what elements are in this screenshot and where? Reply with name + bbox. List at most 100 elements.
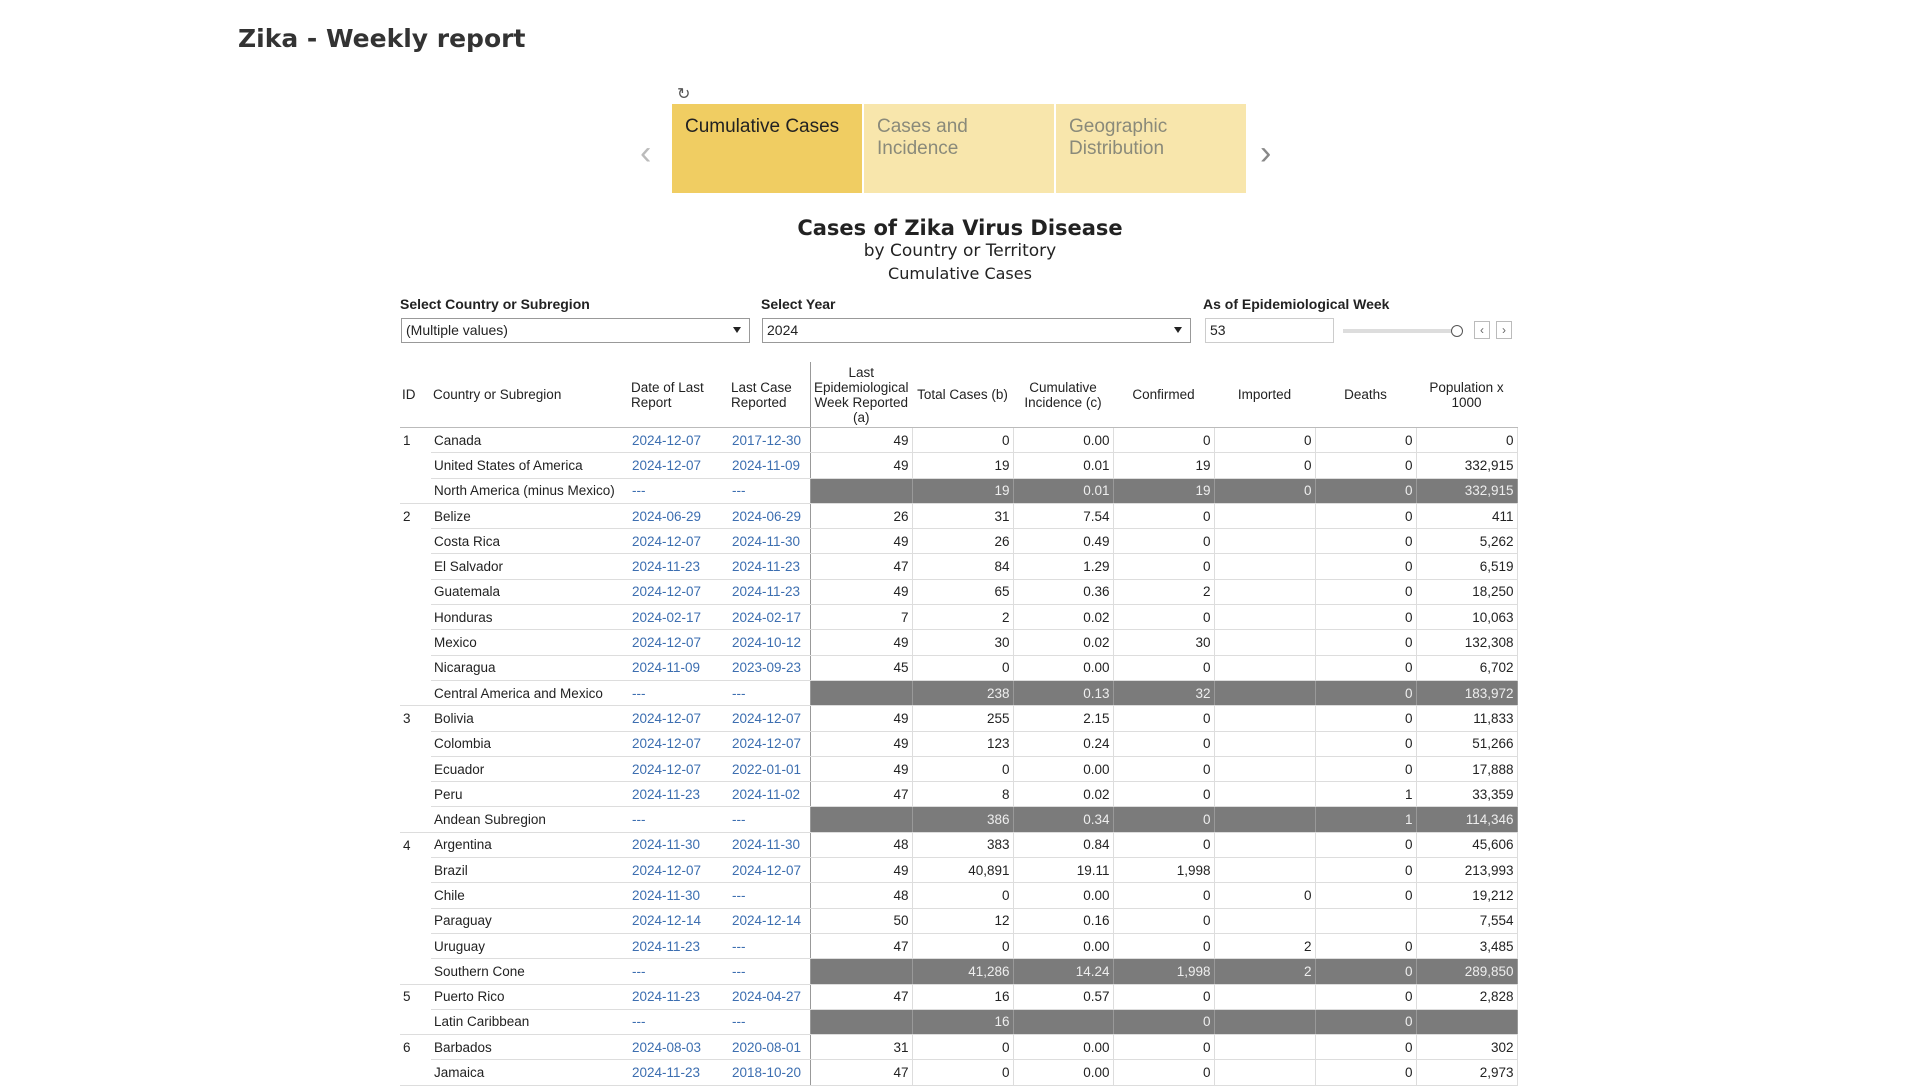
date-link[interactable]: 2024-12-07	[629, 756, 729, 783]
date-link[interactable]: ---	[729, 882, 810, 909]
date-link[interactable]: 2024-11-30	[729, 528, 810, 555]
date-link[interactable]: ---	[629, 806, 729, 833]
table-cell: 45,606	[1416, 832, 1518, 859]
date-link[interactable]: 2024-11-02	[729, 781, 810, 808]
column-header: Population x 1000	[1416, 362, 1517, 428]
date-link[interactable]: 2024-12-07	[729, 731, 810, 757]
date-link[interactable]: 2018-10-20	[729, 1059, 810, 1086]
date-link[interactable]: 2024-11-23	[629, 781, 729, 808]
table-row: Colombia 2024-12-07 2024-12-07 49 123 0.24 0 0 5…	[400, 731, 1518, 757]
date-link[interactable]: ---	[729, 958, 810, 985]
date-link[interactable]: 2024-12-07	[629, 528, 729, 555]
date-link[interactable]: 2024-10-12	[729, 629, 810, 656]
date-link[interactable]: 2024-12-07	[629, 579, 729, 606]
date-link[interactable]: 2024-06-29	[729, 503, 810, 530]
table-cell: 26	[912, 528, 1014, 555]
tab[interactable]: Cases and Incidence	[864, 104, 1054, 193]
table-cell: 2.15	[1013, 705, 1114, 732]
filter-label: Select Country or Subregion	[400, 296, 590, 312]
date-link[interactable]: ---	[629, 478, 729, 504]
date-link[interactable]: 2024-02-17	[729, 604, 810, 631]
date-link[interactable]: 2024-12-07	[629, 452, 729, 479]
table-cell: 1	[403, 432, 411, 448]
date-link[interactable]: 2024-06-29	[629, 503, 729, 530]
table-cell: 26	[809, 503, 913, 530]
table-cell	[400, 605, 431, 630]
table-cell: 0.02	[1013, 629, 1114, 656]
table-cell	[1214, 1009, 1316, 1036]
date-link[interactable]: 2024-12-14	[629, 908, 729, 934]
table-cell: 289,850	[1416, 958, 1518, 985]
date-link[interactable]: 2017-12-30	[729, 427, 810, 454]
date-link[interactable]: 2024-11-23	[729, 553, 810, 580]
table-cell: 0	[1315, 604, 1417, 631]
week-prev[interactable]: ‹	[1474, 321, 1490, 339]
table-cell: Peru	[431, 781, 629, 808]
table-cell: 19.11	[1013, 857, 1114, 884]
table-cell: 238	[912, 680, 1014, 707]
table-cell: Costa Rica	[431, 528, 629, 555]
date-link[interactable]: 2024-12-07	[729, 857, 810, 884]
table-cell: 0	[1214, 427, 1316, 454]
table-cell: 49	[809, 528, 913, 555]
date-link[interactable]: 2024-08-03	[629, 1034, 729, 1061]
column-header: Total Cases (b)	[912, 362, 1013, 428]
column-header: Confirmed	[1113, 362, 1214, 428]
date-link[interactable]: ---	[729, 680, 810, 707]
table-cell: 0	[912, 933, 1014, 960]
date-link[interactable]: 2024-11-30	[729, 832, 810, 859]
date-link[interactable]: 2022-01-01	[729, 756, 810, 783]
table-cell: 65	[912, 579, 1014, 606]
table-cell	[1214, 680, 1316, 707]
table-cell: 114,346	[1416, 806, 1518, 833]
select-value: 2024	[767, 322, 799, 338]
date-link[interactable]: 2024-11-09	[729, 452, 810, 479]
week-next[interactable]: ›	[1496, 321, 1512, 339]
country-select[interactable]: (Multiple values)	[401, 318, 750, 343]
date-link[interactable]: 2024-11-23	[629, 984, 729, 1010]
table-cell	[400, 933, 431, 958]
tab[interactable]: Cumulative Cases	[672, 104, 862, 193]
date-link[interactable]: ---	[729, 1009, 810, 1036]
date-link[interactable]: ---	[629, 680, 729, 707]
table-cell: 6,519	[1416, 553, 1518, 580]
date-link[interactable]: 2023-09-23	[729, 655, 810, 681]
next-arrow[interactable]: ›	[1260, 134, 1272, 172]
date-link[interactable]: 2024-12-07	[629, 427, 729, 454]
tab[interactable]: Geographic Distribution	[1056, 104, 1246, 193]
date-link[interactable]: 2024-11-30	[629, 832, 729, 859]
date-link[interactable]: 2024-11-23	[629, 553, 729, 580]
date-link[interactable]: 2024-11-09	[629, 655, 729, 681]
date-link[interactable]: 2024-12-07	[729, 705, 810, 732]
date-link[interactable]: ---	[629, 958, 729, 985]
date-link[interactable]: 2024-12-07	[629, 857, 729, 884]
table-cell: 41,286	[912, 958, 1014, 985]
table-cell: 31	[912, 503, 1014, 530]
prev-arrow[interactable]: ‹	[640, 134, 652, 172]
table-cell	[1214, 832, 1316, 859]
table-cell: 16	[912, 1009, 1014, 1036]
week-input[interactable]: 53	[1205, 318, 1334, 343]
date-link[interactable]: 2024-11-30	[629, 882, 729, 909]
date-link[interactable]: ---	[629, 1009, 729, 1036]
date-link[interactable]: 2024-11-23	[729, 579, 810, 606]
date-link[interactable]: ---	[729, 806, 810, 833]
table-cell: 0	[1113, 553, 1215, 580]
date-link[interactable]: 2024-12-07	[629, 705, 729, 732]
refresh-icon[interactable]: ↻	[677, 86, 691, 103]
slider-thumb[interactable]	[1451, 325, 1463, 337]
date-link[interactable]: 2024-12-14	[729, 908, 810, 934]
date-link[interactable]: 2024-04-27	[729, 984, 810, 1010]
subtotal-row: Andean Subregion --- --- 386 0.34 0 1 114,346	[400, 806, 1518, 833]
date-link[interactable]: 2020-08-01	[729, 1034, 810, 1061]
table-cell: 0.16	[1013, 908, 1114, 934]
date-link[interactable]: 2024-11-23	[629, 933, 729, 960]
table-cell: 5,262	[1416, 528, 1518, 555]
date-link[interactable]: 2024-12-07	[629, 731, 729, 757]
date-link[interactable]: 2024-12-07	[629, 629, 729, 656]
year-select[interactable]: 2024	[762, 318, 1191, 343]
date-link[interactable]: 2024-11-23	[629, 1059, 729, 1086]
date-link[interactable]: ---	[729, 478, 810, 504]
date-link[interactable]: 2024-02-17	[629, 604, 729, 631]
date-link[interactable]: ---	[729, 933, 810, 960]
